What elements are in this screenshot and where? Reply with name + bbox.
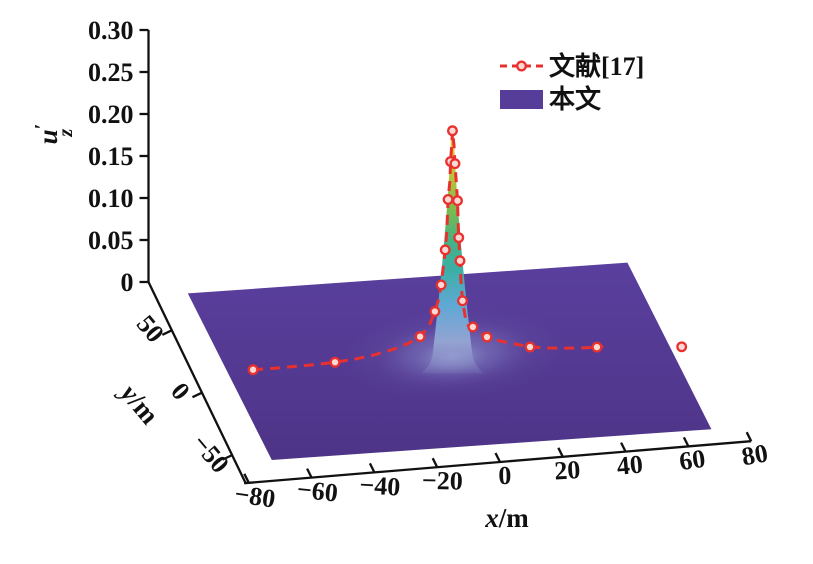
x-axis-tick-label: −40	[359, 470, 402, 501]
legend-circle-marker-icon	[516, 60, 527, 72]
legend-label-reference: 文献[17]	[549, 51, 644, 81]
reference-curve-marker	[591, 341, 603, 353]
reference-curve-marker	[447, 125, 458, 137]
reference-curve-marker	[329, 356, 341, 368]
x-axis-tick-label: 0	[498, 461, 512, 490]
surface-peak-spike	[421, 134, 484, 374]
x-axis-tick	[557, 447, 564, 458]
legend: 文献[17] 本文	[500, 51, 644, 114]
y-axis-title: y/m	[113, 376, 165, 430]
x-axis-tick	[682, 436, 690, 447]
reference-curve-marker	[676, 341, 688, 353]
reference-curve-marker	[442, 193, 454, 205]
x-axis-tick	[745, 431, 753, 442]
x-axis-tick	[494, 452, 502, 463]
reference-curve-marker	[435, 279, 447, 291]
x-axis-tick	[431, 457, 439, 468]
x-axis-tick	[306, 468, 313, 479]
z-axis-tick-label: 0.30	[88, 16, 134, 45]
reference-curve-marker	[449, 158, 461, 170]
reference-curve-marker	[481, 331, 493, 343]
legend-item-this-paper: 本文	[500, 84, 602, 114]
x-axis-tick	[243, 473, 250, 484]
reference-curve-marker	[454, 255, 466, 267]
z-axis-tick-label: 0.05	[88, 226, 134, 255]
reference-curve-marker	[414, 331, 426, 343]
reference-curve-marker	[453, 232, 465, 244]
y-axis-tick-label: 0	[165, 377, 196, 406]
x-axis-title: x/m	[484, 503, 529, 533]
x-axis-tick-label: 40	[615, 449, 644, 480]
reference-curve-marker	[439, 244, 451, 256]
y-axis-tick-label: −50	[186, 429, 234, 479]
reference-curve-marker	[457, 295, 468, 307]
reference-curve-marker	[524, 341, 536, 353]
y-axis-tick	[161, 329, 173, 336]
x-axis-tick	[620, 442, 627, 453]
reference-curve-marker	[429, 306, 441, 317]
x-axis-tick-label: −80	[233, 479, 277, 513]
x-axis-tick-label: 20	[554, 455, 582, 485]
reference-curve-layer	[247, 125, 688, 376]
y-axis-tick	[222, 454, 233, 461]
legend-label-this-paper: 本文	[549, 84, 602, 114]
surface-layer	[187, 134, 712, 460]
x-axis-tick-label: −20	[422, 466, 463, 496]
reference-curve-marker	[452, 195, 463, 207]
x-axis-tick-label: −60	[296, 475, 340, 508]
x-axis-tick-label: 80	[739, 438, 770, 471]
x-axis-tick	[368, 462, 376, 473]
z-axis-tick-label: 0.15	[88, 142, 134, 171]
z-axis-title: u′z	[31, 124, 77, 145]
z-axis-tick-label: 0.20	[88, 100, 134, 129]
z-axis-tick-label: 0.25	[88, 58, 134, 87]
reference-curve-dashed-line	[252, 130, 604, 372]
y-axis-line	[147, 281, 247, 484]
y-axis-tick	[191, 391, 203, 399]
reference-curve-marker	[467, 321, 479, 333]
reference-curve-marker	[247, 364, 259, 376]
z-axis-tick-label: 0.10	[88, 184, 134, 213]
z-axis-tick-label: 0	[121, 268, 134, 297]
legend-rect-swatch	[500, 90, 543, 109]
x-axis-line	[243, 440, 752, 485]
legend-item-reference: 文献[17]	[500, 51, 644, 81]
x-axis-tick-label: 60	[677, 444, 707, 476]
